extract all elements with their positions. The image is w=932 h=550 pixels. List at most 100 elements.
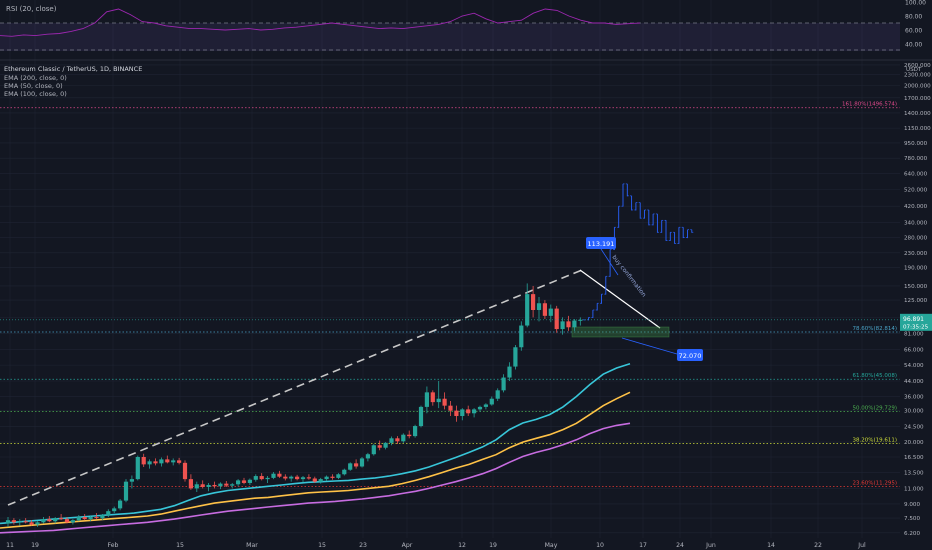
time-tick-label: Jun bbox=[705, 542, 716, 549]
candle-body bbox=[88, 517, 93, 520]
time-tick-label: 17 bbox=[639, 542, 647, 549]
candle-body bbox=[64, 519, 70, 523]
time-tick-label: 10 bbox=[596, 542, 604, 549]
price-tick-label: 340.000 bbox=[904, 221, 928, 227]
candle-body bbox=[477, 406, 483, 410]
time-axis[interactable]: 11 19 Feb 15 Mar 15 23 Apr 12 19 May 10 17 24 Jun 14 22 J… bbox=[0, 538, 932, 550]
candle-body bbox=[224, 483, 229, 486]
price-tick-label: 20.000 bbox=[904, 440, 924, 446]
candle-body bbox=[94, 517, 99, 519]
candle-body bbox=[147, 461, 152, 465]
low-price-label: 72.070 bbox=[679, 352, 702, 360]
candle-body bbox=[47, 519, 52, 522]
ema-200-line bbox=[0, 422, 631, 534]
candle-body bbox=[525, 294, 530, 326]
price-tick-label: 520.000 bbox=[904, 188, 928, 194]
price-tick-label: 66.000 bbox=[904, 348, 924, 354]
price-tick-label: 6.200 bbox=[904, 531, 920, 537]
candle-body bbox=[407, 434, 412, 437]
time-tick-label: 12 bbox=[458, 542, 466, 549]
time-tick-label: Apr bbox=[402, 542, 413, 549]
candle-body bbox=[247, 479, 252, 483]
rsi-tick-label: 80.00 bbox=[905, 14, 922, 21]
support-zone bbox=[571, 326, 670, 338]
low-price-tag bbox=[677, 349, 703, 361]
candle-body bbox=[483, 404, 488, 407]
candle-body bbox=[295, 476, 300, 480]
candle-body bbox=[271, 473, 276, 478]
price-tick-label: 30.000 bbox=[904, 409, 924, 415]
candle-body bbox=[371, 445, 376, 455]
candle-body bbox=[436, 398, 441, 403]
candle-body bbox=[165, 459, 170, 463]
time-tick-label: 19 bbox=[489, 542, 497, 549]
candle-body bbox=[29, 522, 34, 525]
price-tick-label: 9.000 bbox=[904, 502, 920, 508]
high-price-tag bbox=[586, 237, 616, 249]
high-price-label: 113.191 bbox=[588, 240, 615, 248]
candle-body bbox=[17, 521, 22, 523]
rsi-tick-label: 60.00 bbox=[905, 28, 922, 35]
candle-body bbox=[171, 460, 176, 463]
price-tick-label: 2600.000 bbox=[904, 63, 931, 69]
candle-body bbox=[306, 477, 311, 479]
candle-body bbox=[253, 476, 258, 480]
symbol-title[interactable]: Ethereum Classic / TetherUS, 1D, BINANCE bbox=[4, 65, 142, 73]
time-tick-label: 19 bbox=[31, 542, 39, 549]
projection-bars bbox=[582, 183, 694, 321]
fib-label: 61.80%(45.008) bbox=[852, 373, 897, 379]
candle-body bbox=[377, 445, 382, 448]
candle-body bbox=[277, 473, 282, 477]
legend-ema-200[interactable]: EMA (200, close, 0) bbox=[4, 74, 67, 82]
candle-body bbox=[401, 434, 406, 442]
price-axis[interactable]: 2600.000 2300.000 2000.000 1700.000 1400.000… bbox=[0, 62, 932, 550]
time-tick-label: 24 bbox=[676, 542, 684, 549]
legend-ema-50[interactable]: EMA (50, close, 0) bbox=[4, 82, 63, 90]
price-tick-label: 13.500 bbox=[904, 471, 924, 477]
candle-body bbox=[41, 519, 46, 523]
time-tick-label: Mar bbox=[246, 542, 258, 549]
fib-label: 78.60%(82.814) bbox=[852, 326, 897, 332]
candle-body bbox=[135, 456, 140, 480]
candle-body bbox=[418, 406, 424, 427]
candle-body bbox=[395, 438, 400, 442]
price-tick-label: 81.000 bbox=[904, 332, 924, 338]
candle-body bbox=[566, 321, 571, 328]
price-tick-label: 1150.000 bbox=[904, 126, 931, 132]
candle-body bbox=[560, 321, 565, 330]
rsi-band bbox=[0, 23, 900, 51]
candle-body bbox=[11, 520, 16, 523]
candle-body bbox=[531, 294, 536, 310]
fib-label: 161.80%(1496.574) bbox=[842, 102, 897, 108]
price-tick-label: 1700.000 bbox=[904, 96, 931, 102]
candle-body bbox=[206, 484, 211, 488]
time-tick-label: 11 bbox=[6, 542, 14, 549]
candle-body bbox=[289, 476, 294, 479]
candles bbox=[5, 283, 583, 527]
candle-body bbox=[472, 409, 477, 414]
candle-body bbox=[159, 459, 164, 464]
candle-body bbox=[194, 484, 199, 489]
price-tick-label: 44.000 bbox=[904, 379, 924, 385]
price-tick-label: 150.000 bbox=[904, 284, 928, 290]
price-tick-label: 950.000 bbox=[904, 141, 928, 147]
candle-body bbox=[265, 477, 270, 480]
price-tick-label: 36.000 bbox=[904, 395, 924, 401]
legend-ema-100[interactable]: EMA (100, close, 0) bbox=[4, 90, 67, 98]
candle-body bbox=[430, 392, 435, 403]
rsi-label[interactable]: RSI (20, close) bbox=[6, 5, 57, 13]
high-price-connector bbox=[600, 248, 619, 276]
candle-body bbox=[336, 474, 341, 478]
rsi-tick-label: 100.00 bbox=[905, 0, 926, 7]
price-tick-label: 280.000 bbox=[904, 236, 928, 242]
last-price-countdown: 07:35:25 bbox=[903, 324, 929, 330]
candle-body bbox=[389, 438, 394, 443]
time-tick-label: Jul bbox=[857, 542, 866, 549]
low-price-connector bbox=[621, 337, 678, 355]
rsi-panel: 100.00 80.00 60.00 40.00 bbox=[0, 0, 932, 61]
resistance-trendline bbox=[579, 269, 661, 329]
price-tick-label: 230.000 bbox=[904, 251, 928, 257]
candle-body bbox=[466, 409, 471, 414]
